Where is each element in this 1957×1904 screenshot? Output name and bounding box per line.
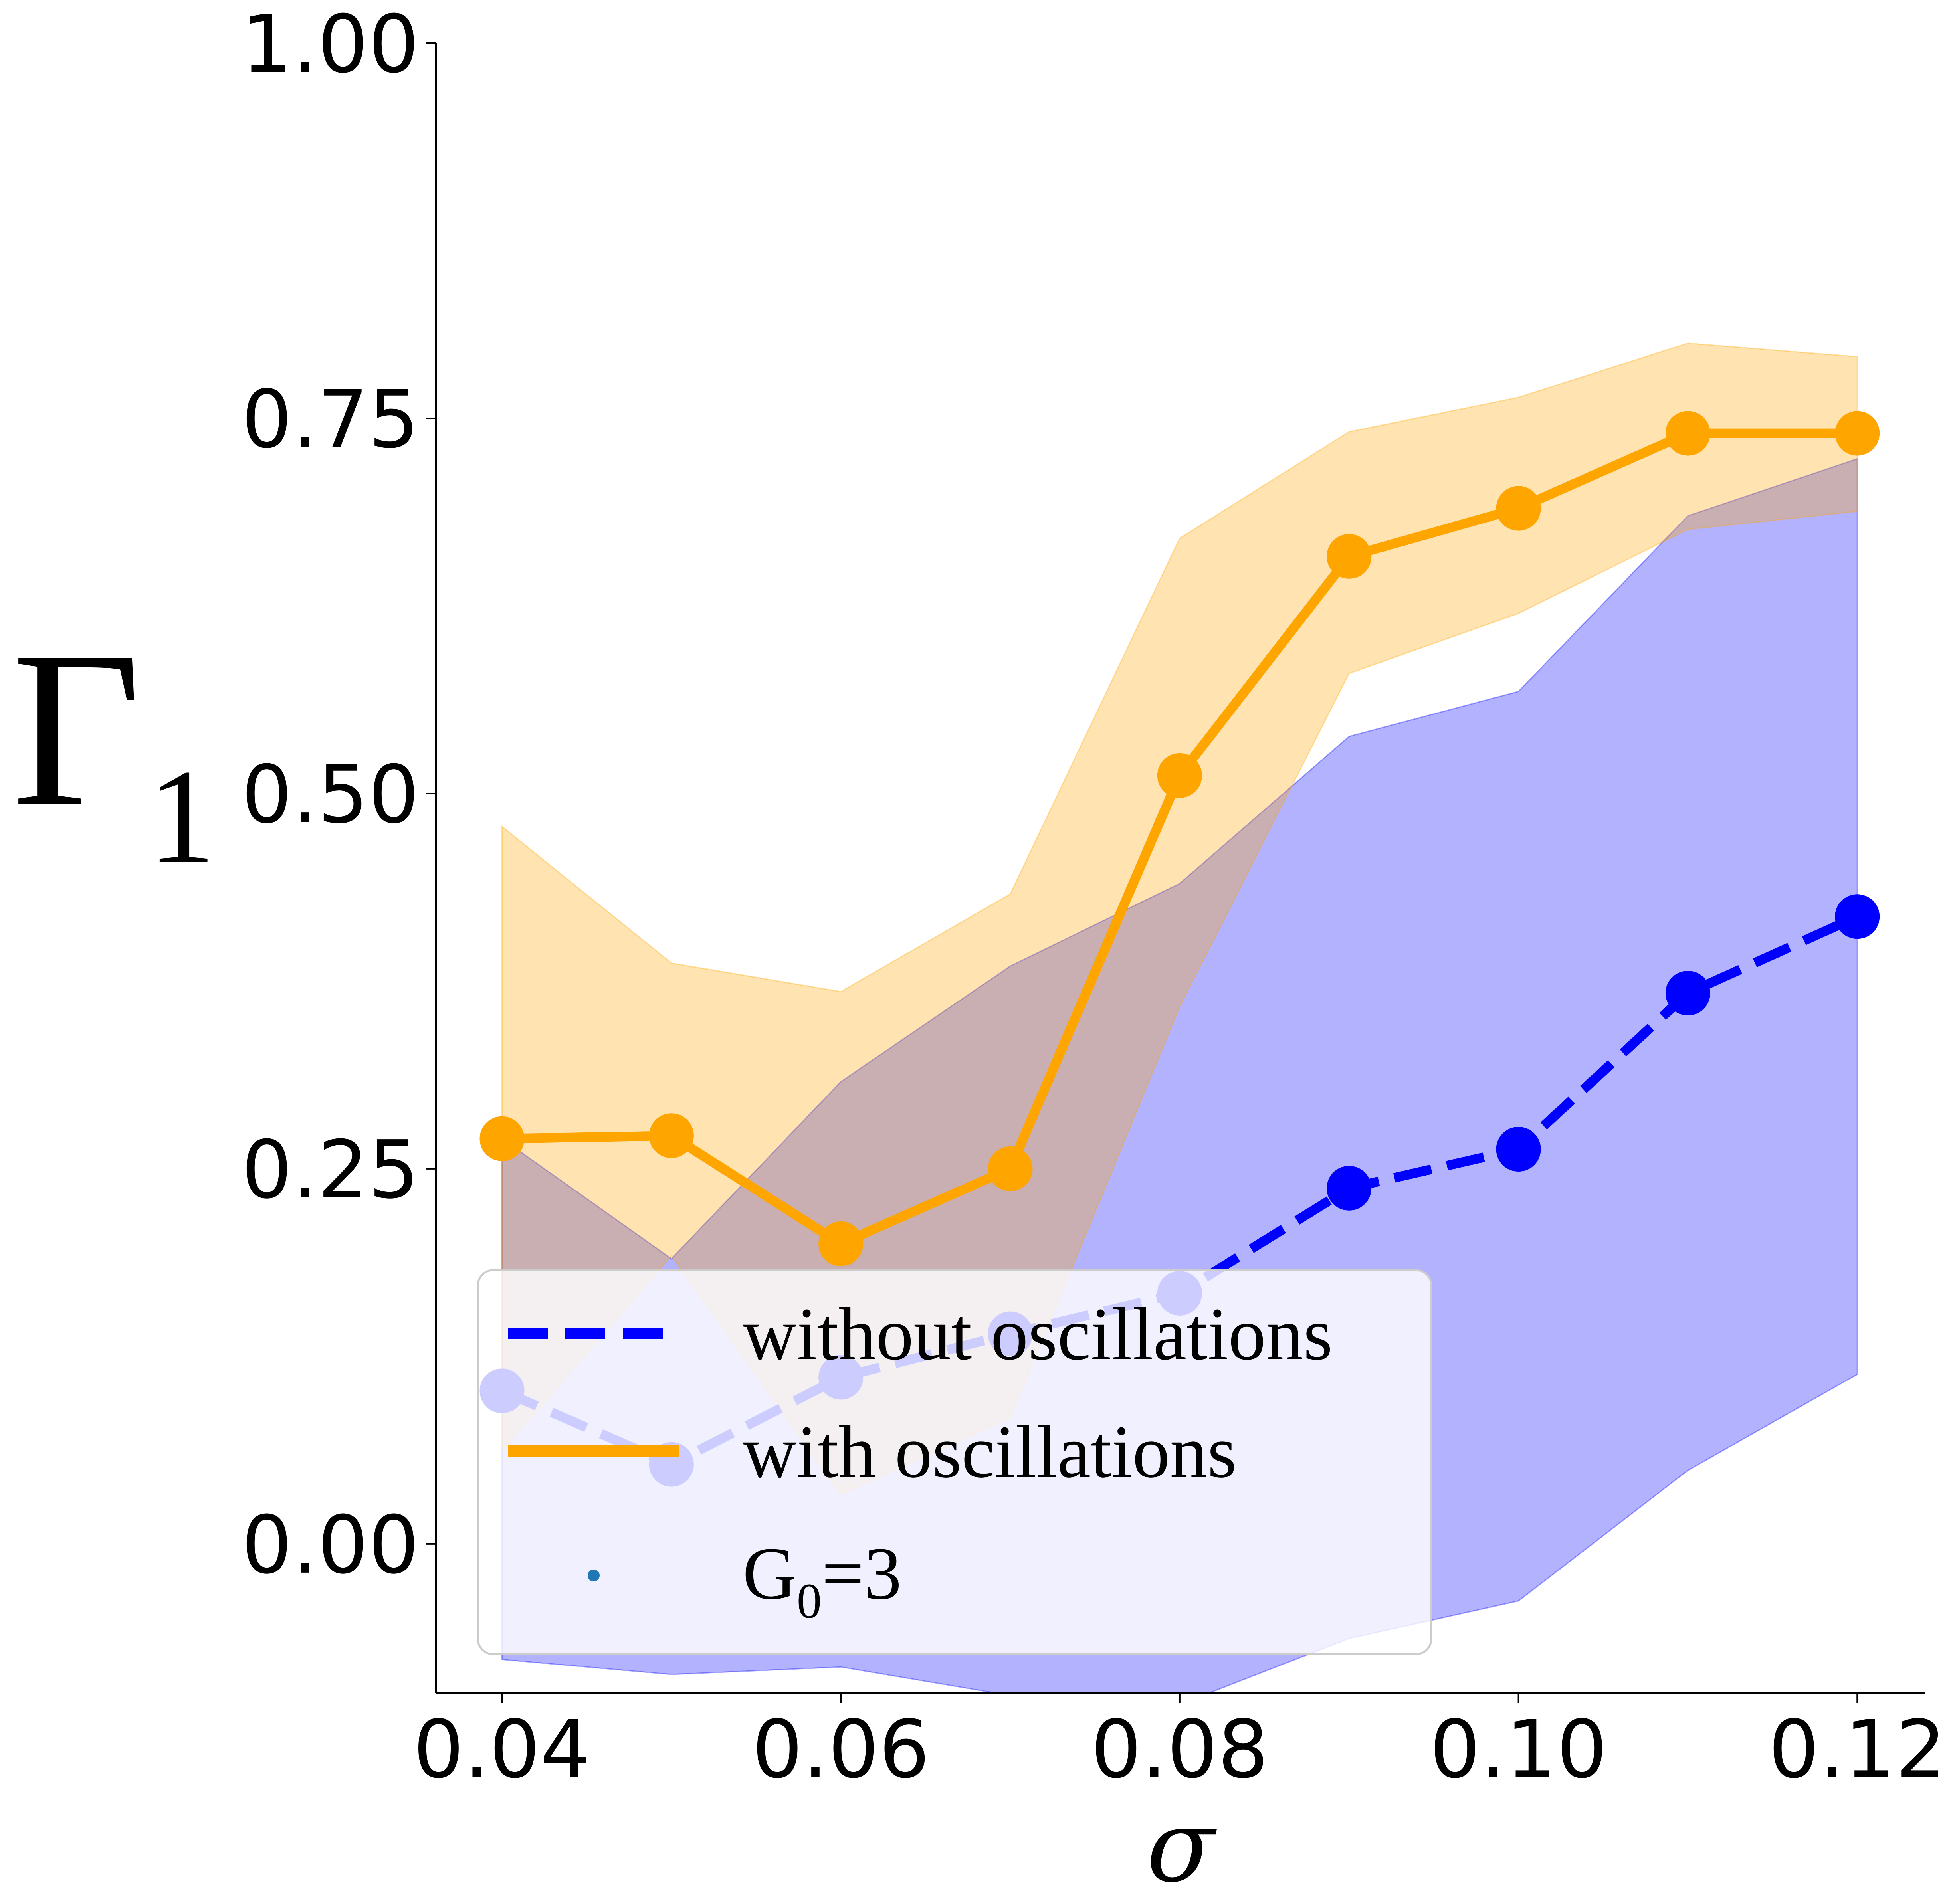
x-tick-label-4: 0.12 [1769, 1703, 1946, 1796]
point-without-oscillations-6 [1496, 1127, 1541, 1172]
point-with-oscillations-5 [1327, 534, 1372, 579]
point-without-oscillations-5 [1327, 1166, 1372, 1211]
legend-label-without-oscillations: without oscillations [743, 1292, 1333, 1376]
point-with-oscillations-7 [1665, 411, 1710, 456]
point-without-oscillations-8 [1835, 894, 1880, 939]
legend-label-g0-suffix: =3 [822, 1532, 901, 1615]
x-ticks: 0.04 0.06 0.08 0.10 0.12 [413, 1693, 1946, 1796]
y-tick-label-3: 0.75 [242, 373, 419, 466]
y-tick-label-1: 0.25 [242, 1124, 419, 1217]
legend-box [477, 1269, 1432, 1655]
point-with-oscillations-1 [649, 1113, 694, 1158]
legend: without oscillations with oscillations G… [477, 1269, 1432, 1655]
point-with-oscillations-6 [1496, 486, 1541, 531]
y-ticks: 0.00 0.25 0.50 0.75 1.00 [242, 0, 436, 1592]
legend-marker-g0 [588, 1570, 600, 1581]
y-axis-label-subscript: 1 [148, 741, 216, 892]
x-tick-label-2: 0.08 [1091, 1703, 1268, 1796]
point-with-oscillations-0 [479, 1116, 525, 1161]
x-tick-label-0: 0.04 [413, 1703, 591, 1796]
legend-label-g0-subscript: 0 [797, 1574, 822, 1629]
y-tick-label-0: 0.00 [242, 1499, 419, 1592]
legend-label-g0-letter: G [743, 1532, 797, 1615]
point-with-oscillations-2 [818, 1221, 864, 1266]
x-tick-label-3: 0.10 [1430, 1703, 1607, 1796]
y-tick-label-4: 1.00 [242, 0, 419, 91]
legend-label-g0: G0=3 [743, 1532, 901, 1629]
legend-label-with-oscillations: with oscillations [743, 1410, 1237, 1493]
y-tick-label-2: 0.50 [242, 748, 419, 841]
x-tick-label-1: 0.06 [752, 1703, 930, 1796]
point-with-oscillations-4 [1157, 753, 1202, 798]
point-with-oscillations-8 [1835, 411, 1880, 456]
point-with-oscillations-3 [988, 1146, 1033, 1191]
y-axis-label: Γ 1 [12, 606, 216, 892]
y-axis-label-symbol: Γ [12, 606, 141, 853]
point-without-oscillations-7 [1665, 971, 1710, 1016]
x-axis-label: σ [1147, 1788, 1217, 1904]
